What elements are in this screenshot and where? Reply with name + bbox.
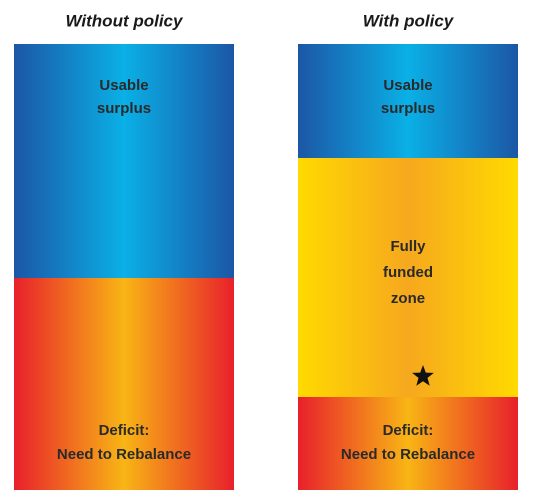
- block-label: surplus: [97, 100, 151, 117]
- block-label: surplus: [381, 100, 435, 117]
- funded-block: [298, 158, 518, 397]
- star-icon: [412, 365, 434, 386]
- block-label: Deficit:: [99, 422, 150, 439]
- block-label: funded: [383, 264, 433, 281]
- column-title: Without policy: [66, 11, 184, 30]
- block-label: Fully: [390, 238, 426, 255]
- deficit-block: [14, 278, 234, 490]
- deficit-block: [298, 397, 518, 490]
- block-label: Need to Rebalance: [57, 446, 191, 463]
- block-label: zone: [391, 290, 425, 307]
- block-label: Deficit:: [383, 422, 434, 439]
- block-label: Usable: [383, 77, 432, 94]
- block-label: Need to Rebalance: [341, 446, 475, 463]
- surplus-block: [14, 44, 234, 278]
- block-label: Usable: [99, 77, 148, 94]
- column-title: With policy: [363, 11, 455, 30]
- surplus-block: [298, 44, 518, 158]
